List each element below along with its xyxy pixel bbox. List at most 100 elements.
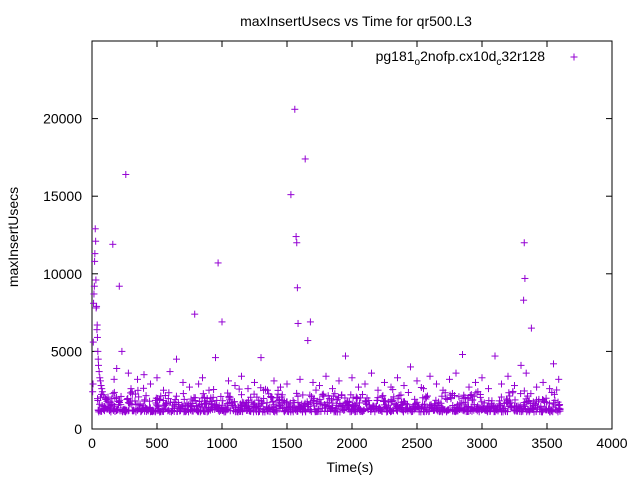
data-point [140, 371, 148, 379]
data-point [277, 383, 284, 391]
data-point [257, 354, 265, 362]
data-point [285, 401, 293, 409]
data-point [403, 400, 411, 408]
data-point [511, 396, 519, 404]
data-point [171, 396, 179, 404]
data-point [355, 399, 363, 407]
y-axis-ticks: 0 5000 10000 15000 20000 [43, 111, 612, 437]
data-point [381, 378, 388, 386]
data-point [90, 299, 98, 307]
data-point [129, 407, 137, 415]
data-point [195, 380, 203, 388]
data-point [179, 378, 187, 386]
data-point [374, 386, 382, 394]
data-point [134, 375, 141, 383]
data-point [527, 324, 535, 332]
data-point [452, 369, 460, 377]
data-point [394, 395, 402, 403]
y-axis-label: maxInsertUsecs [5, 187, 21, 287]
data-point [332, 404, 340, 412]
data-point [309, 378, 317, 386]
legend: pg181o2nofp.cx10dc32r128 [376, 48, 578, 68]
x-tick-label: 4000 [596, 435, 627, 451]
data-point [404, 388, 412, 396]
data-point [301, 155, 309, 163]
data-point [304, 337, 312, 345]
data-point [90, 282, 98, 290]
data-point [422, 395, 430, 403]
data-point [310, 394, 318, 402]
data-point [225, 377, 232, 385]
x-tick-label: 2500 [401, 435, 432, 451]
data-point [533, 383, 541, 391]
data-point [109, 390, 117, 398]
data-point [110, 388, 118, 396]
data-point [113, 364, 121, 372]
data-point [110, 375, 118, 383]
data-point [235, 385, 243, 393]
data-point [338, 391, 346, 399]
data-point [146, 397, 154, 405]
data-point [98, 388, 106, 396]
data-point [525, 397, 533, 405]
data-point [542, 394, 550, 402]
data-point [348, 374, 356, 382]
data-point [97, 382, 105, 390]
data-point [455, 393, 463, 401]
data-point [359, 407, 367, 415]
data-point [155, 396, 163, 404]
data-point [199, 374, 206, 382]
data-point [224, 389, 232, 397]
data-point [520, 239, 528, 247]
data-point [186, 383, 193, 391]
data-point [374, 394, 382, 402]
data-point [345, 397, 353, 405]
data-point [244, 385, 252, 393]
data-point [131, 390, 139, 398]
data-point [517, 390, 525, 398]
legend-marker-symbol [570, 53, 578, 61]
data-point [397, 401, 405, 409]
data-point [231, 382, 239, 390]
data-point [92, 276, 100, 284]
data-point [341, 394, 349, 402]
data-point [517, 361, 525, 369]
data-point [420, 385, 427, 393]
data-point [101, 394, 109, 402]
data-point [316, 382, 323, 390]
data-point [131, 397, 139, 405]
x-axis-label: Time(s) [327, 459, 374, 475]
data-point [361, 380, 369, 388]
data-point [553, 386, 561, 394]
data-point [395, 392, 403, 400]
data-point [272, 402, 280, 410]
data-point [322, 372, 330, 380]
data-point [387, 383, 395, 391]
data-point [413, 377, 421, 385]
data-point [239, 408, 247, 416]
data-point [291, 105, 299, 113]
data-point [127, 385, 135, 393]
data-point [306, 318, 314, 326]
data-point [100, 391, 108, 399]
data-point [191, 310, 199, 318]
data-point [438, 392, 446, 400]
data-point [147, 380, 154, 388]
data-point [264, 386, 271, 394]
data-point [424, 392, 432, 400]
data-point [178, 401, 186, 409]
data-point [329, 399, 337, 407]
x-tick-label: 1500 [271, 435, 302, 451]
data-point [94, 347, 102, 355]
data-point [140, 384, 148, 392]
x-tick-label: 3500 [531, 435, 562, 451]
data-point [520, 387, 528, 395]
data-point [394, 374, 401, 382]
data-point [323, 398, 331, 406]
data-point [550, 360, 557, 368]
data-point [283, 398, 291, 406]
data-point [217, 392, 225, 400]
data-point [480, 399, 488, 407]
data-point [172, 392, 180, 400]
data-point [91, 257, 99, 265]
